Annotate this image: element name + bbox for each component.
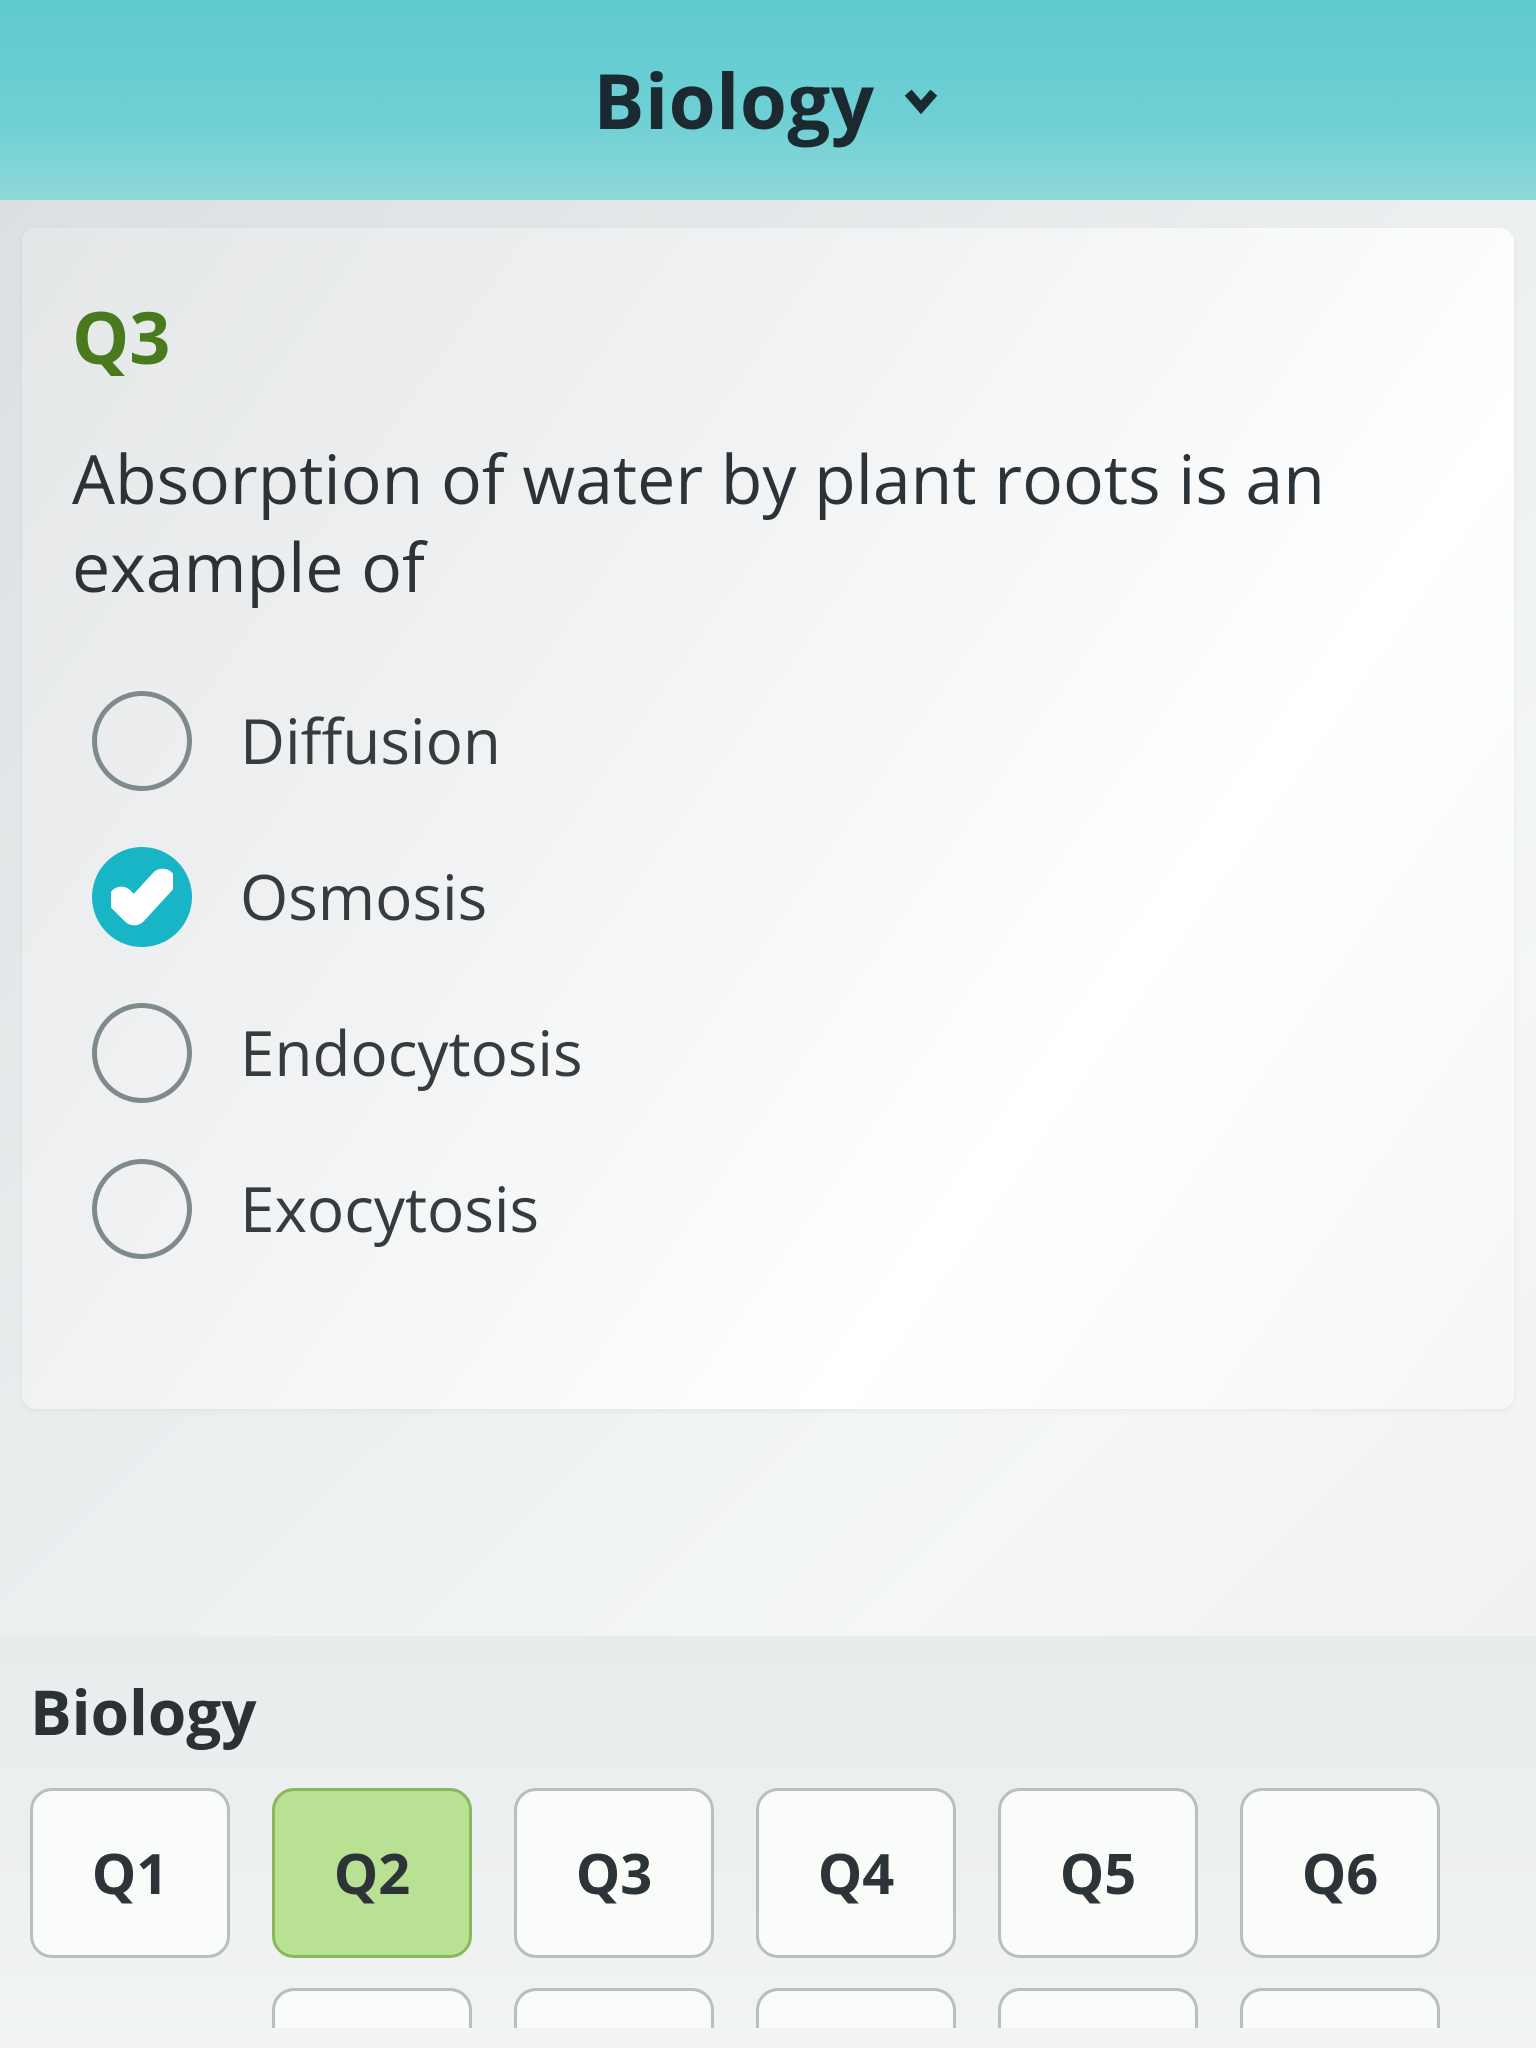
nav-item-stub[interactable] bbox=[514, 1988, 714, 2028]
nav-item-stub[interactable] bbox=[756, 1988, 956, 2028]
option-label: Diffusion bbox=[240, 699, 501, 783]
nav-item-q6[interactable]: Q6 bbox=[1240, 1788, 1440, 1958]
nav-item-q2[interactable]: Q2 bbox=[272, 1788, 472, 1958]
nav-item-stub[interactable] bbox=[998, 1988, 1198, 2028]
subject-title: Biology bbox=[593, 49, 874, 152]
question-nav: Biology Q1 Q2 Q3 Q4 Q5 Q6 bbox=[0, 1636, 1536, 2048]
nav-section-title: Biology bbox=[30, 1670, 1506, 1754]
nav-item-stub[interactable] bbox=[1240, 1988, 1440, 2028]
nav-item-q3[interactable]: Q3 bbox=[514, 1788, 714, 1958]
options-list: Diffusion Osmosis Endocytosis Exocytosis bbox=[72, 691, 1464, 1259]
question-number: Q3 bbox=[72, 288, 1464, 386]
radio-icon bbox=[92, 1159, 192, 1259]
nav-item-q1[interactable]: Q1 bbox=[30, 1788, 230, 1958]
subject-header[interactable]: Biology bbox=[0, 0, 1536, 200]
question-card: Q3 Absorption of water by plant roots is… bbox=[22, 228, 1514, 1409]
nav-item-stub[interactable] bbox=[272, 1988, 472, 2028]
nav-item-q4[interactable]: Q4 bbox=[756, 1788, 956, 1958]
radio-icon bbox=[92, 1003, 192, 1103]
radio-checked-icon bbox=[92, 847, 192, 947]
nav-row: Q1 Q2 Q3 Q4 Q5 Q6 bbox=[30, 1788, 1506, 1958]
nav-item-q5[interactable]: Q5 bbox=[998, 1788, 1198, 1958]
chevron-down-icon bbox=[899, 78, 943, 122]
option-exocytosis[interactable]: Exocytosis bbox=[92, 1159, 1464, 1259]
option-endocytosis[interactable]: Endocytosis bbox=[92, 1003, 1464, 1103]
option-label: Exocytosis bbox=[240, 1167, 539, 1251]
option-osmosis[interactable]: Osmosis bbox=[92, 847, 1464, 947]
radio-icon bbox=[92, 691, 192, 791]
option-label: Endocytosis bbox=[240, 1011, 583, 1095]
option-diffusion[interactable]: Diffusion bbox=[92, 691, 1464, 791]
question-text: Absorption of water by plant roots is an… bbox=[72, 434, 1464, 611]
nav-row-2 bbox=[30, 1988, 1506, 2028]
option-label: Osmosis bbox=[240, 855, 487, 939]
